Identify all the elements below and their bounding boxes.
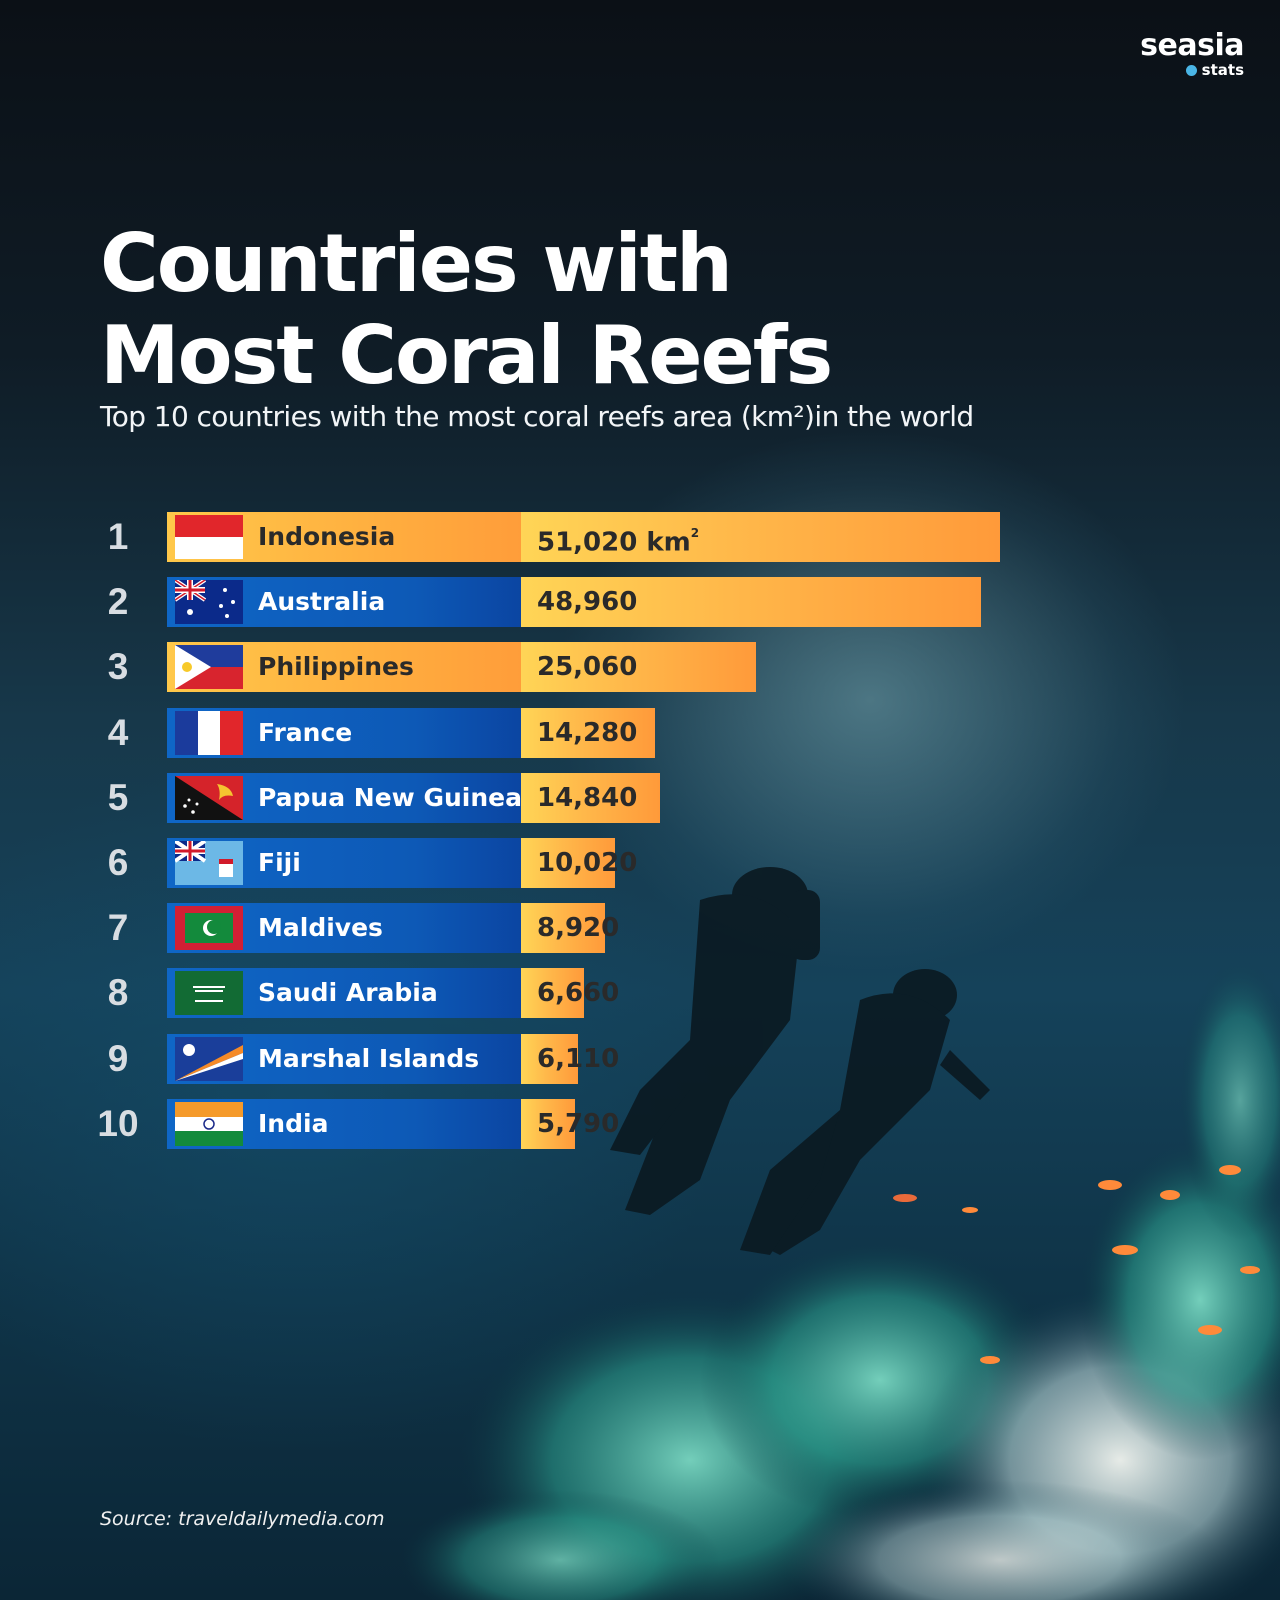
brand-logo: seasia stats <box>1140 28 1244 79</box>
brand-dot-icon <box>1185 64 1197 76</box>
bar <box>521 903 605 953</box>
bar <box>521 838 615 888</box>
rank-label: 1 <box>107 516 129 557</box>
philippines-flag <box>175 645 243 689</box>
bar-chart: 1 Indonesia 51,020 km2 2 Australia 48,960 3 Phi… <box>97 512 1000 1149</box>
saudi-arabia-flag <box>175 971 243 1015</box>
brand-sub-label: stats <box>1201 61 1244 79</box>
value-number: 14,280 <box>537 718 638 748</box>
bar <box>521 968 584 1018</box>
value-number: 10,020 <box>537 848 638 878</box>
value-label: 14,280 <box>537 708 637 758</box>
value-label: 5,790 <box>537 1099 619 1149</box>
rank-label: 6 <box>107 842 129 883</box>
diver-silhouette-left <box>610 867 820 1215</box>
value-number: 25,060 <box>537 652 638 682</box>
rank-label: 2 <box>107 581 129 622</box>
value-number: 6,660 <box>537 978 620 1008</box>
value-label: 14,840 <box>537 773 637 823</box>
diver-silhouette-right <box>740 969 990 1255</box>
bar <box>521 708 655 758</box>
bar <box>521 1099 575 1149</box>
country-label: Indonesia <box>258 522 396 551</box>
rank-label: 9 <box>107 1038 129 1079</box>
indonesia-flag <box>175 515 243 559</box>
rank-label: 5 <box>107 777 129 818</box>
value-label: 6,110 <box>537 1034 619 1084</box>
papua-new-guinea-flag <box>175 776 243 820</box>
country-label: Marshal Islands <box>258 1044 480 1073</box>
marshall-islands-flag <box>175 1037 243 1081</box>
bar <box>521 1034 578 1084</box>
maldives-flag <box>175 906 243 950</box>
rank-label: 10 <box>97 1103 139 1144</box>
page-title: Countries with Most Coral Reefs <box>100 217 833 402</box>
australia-flag <box>175 580 243 624</box>
value-label: 10,020 <box>537 838 637 888</box>
rank-label: 8 <box>107 972 129 1013</box>
value-label: 8,920 <box>537 903 619 953</box>
bar <box>521 577 981 627</box>
value-label: 48,960 <box>537 577 637 627</box>
value-number: 6,110 <box>537 1044 620 1074</box>
value-number: 5,790 <box>537 1109 620 1139</box>
title-line-2: Most Coral Reefs <box>100 309 833 402</box>
value-label: 25,060 <box>537 642 637 692</box>
country-label: Australia <box>258 587 386 616</box>
fish <box>893 1165 1260 1364</box>
subtitle: Top 10 countries with the most coral ree… <box>100 400 974 433</box>
rank-label: 3 <box>107 646 129 687</box>
rank-label: 7 <box>107 907 129 948</box>
bar <box>521 512 1000 562</box>
bar <box>521 642 756 692</box>
source-note: Source: traveldailymedia.com <box>100 1508 385 1530</box>
country-label: Philippines <box>258 652 414 681</box>
rank-label: 4 <box>107 712 129 753</box>
value-number: 8,920 <box>537 913 620 943</box>
country-label: India <box>258 1109 329 1138</box>
country-label: Saudi Arabia <box>258 978 438 1007</box>
value-number: 48,960 <box>537 587 638 617</box>
title-line-1: Countries with <box>100 217 733 310</box>
coral-reef <box>400 960 1280 1600</box>
country-label: France <box>258 718 353 747</box>
country-label: Papua New Guinea <box>258 783 522 812</box>
france-flag <box>175 711 243 755</box>
value-label: 51,020 km2 <box>537 512 699 562</box>
value-number: 51,020 <box>537 527 638 558</box>
fiji-flag <box>175 841 243 885</box>
value-number: 14,840 <box>537 783 638 813</box>
india-flag <box>175 1102 243 1146</box>
value-label: 6,660 <box>537 968 619 1018</box>
country-label: Fiji <box>258 848 301 877</box>
country-label: Maldives <box>258 913 383 942</box>
value-unit: km <box>637 527 691 558</box>
bar <box>521 773 660 823</box>
brand-sub: stats <box>1140 62 1244 78</box>
value-unit-sup: 2 <box>690 526 700 540</box>
brand-name: seasia <box>1140 28 1244 63</box>
